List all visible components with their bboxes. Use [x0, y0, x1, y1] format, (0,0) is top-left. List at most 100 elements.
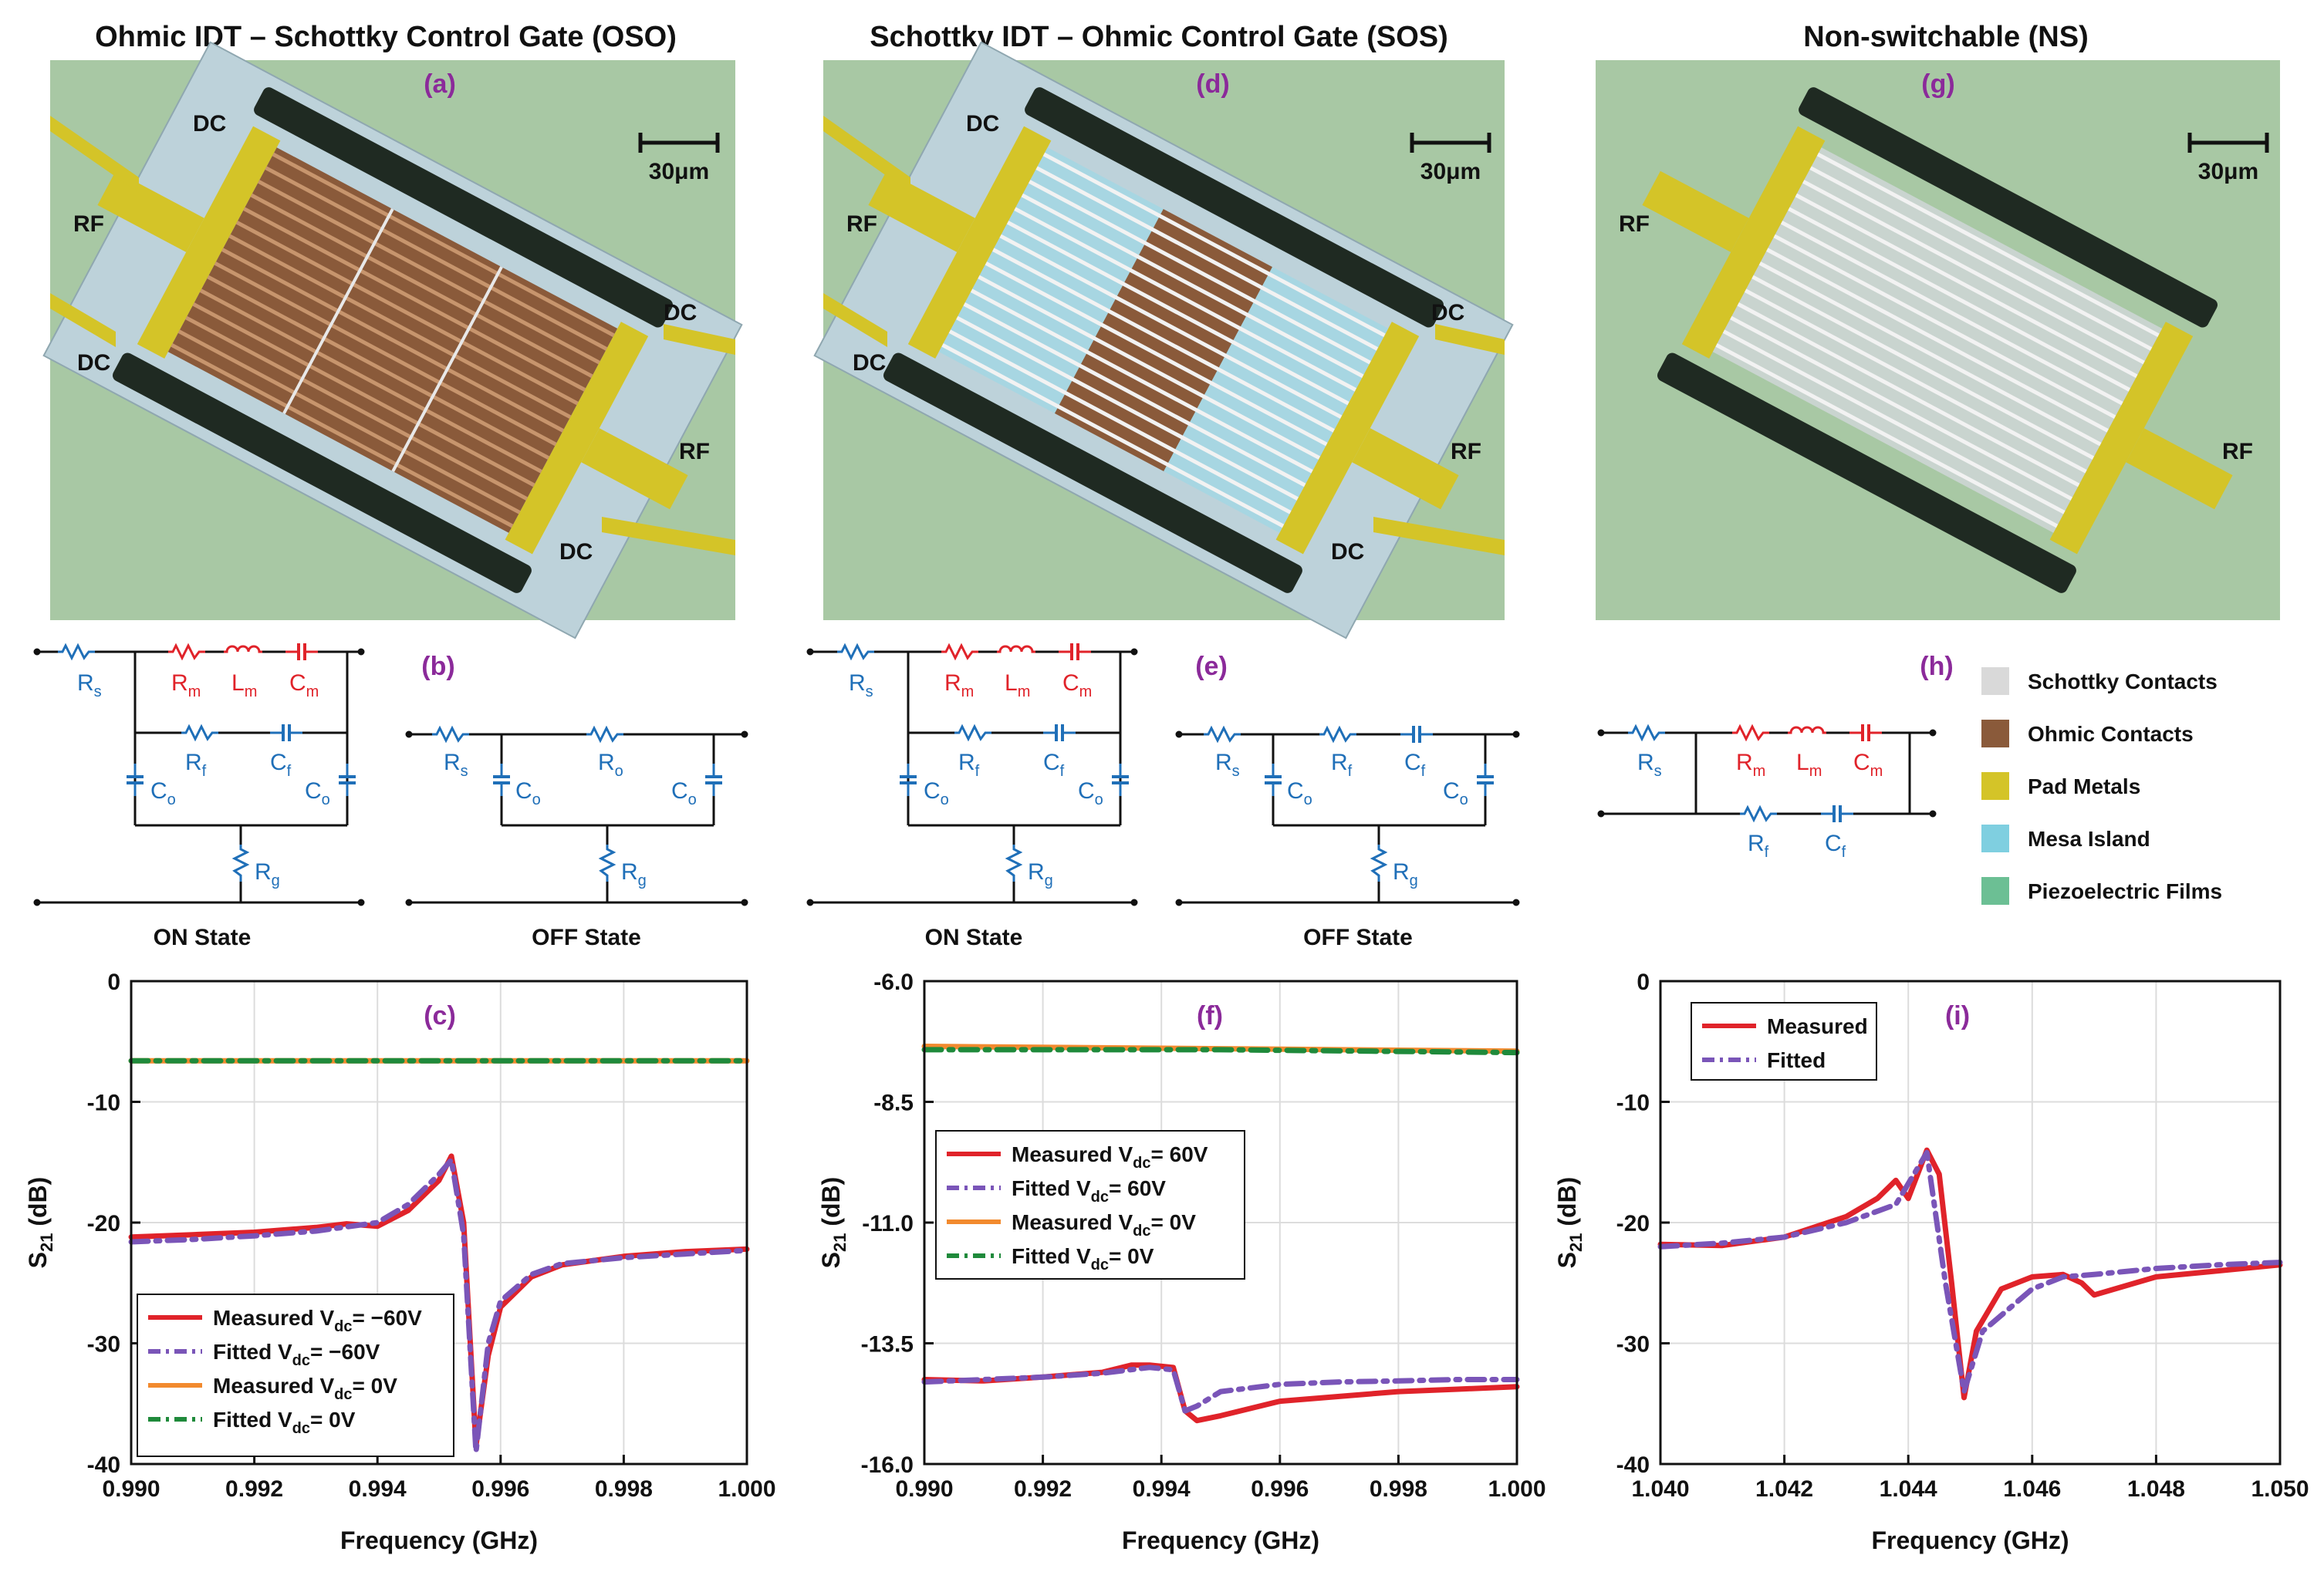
- x-tick-label: 1.050: [2251, 1476, 2309, 1502]
- x-axis-label: Frequency (GHz): [1122, 1526, 1319, 1554]
- legend-entry: Fitted Vdc= 0V: [213, 1408, 356, 1437]
- off-state-label: OFF State: [532, 925, 641, 950]
- y-tick-label: -10: [87, 1091, 120, 1116]
- device-image-oso: DC RF DC DC RF DC 30μm (a): [42, 41, 743, 639]
- label-rf-3: RF: [846, 211, 877, 237]
- label-dc-5: DC: [966, 111, 999, 137]
- svg-text:Cm: Cm: [289, 670, 319, 700]
- svg-text:Ro: Ro: [598, 750, 623, 780]
- svg-text:Lm: Lm: [1005, 670, 1030, 700]
- legend-swatch: [1981, 877, 2009, 905]
- idt-fingers: [171, 152, 615, 528]
- circuit-sos-on-labels: Rs Rm Lm Cm Rf Cf Co Co Rg ON State (e): [849, 652, 1228, 950]
- y-tick-label: -6.0: [873, 970, 914, 995]
- x-tick-label: 1.000: [718, 1476, 775, 1502]
- x-tick-label: 0.994: [349, 1476, 407, 1502]
- label-dc-6: DC: [853, 350, 886, 376]
- x-tick-label: 1.042: [1755, 1476, 1813, 1502]
- svg-text:Co: Co: [1443, 778, 1468, 808]
- svg-text:Co: Co: [924, 778, 949, 808]
- legend-label: Mesa Island: [2028, 827, 2150, 851]
- svg-text:Rg: Rg: [1028, 859, 1053, 889]
- series-line: [1657, 1149, 2283, 1395]
- x-tick-label: 0.990: [102, 1476, 160, 1502]
- y-tick-label: -30: [1616, 1332, 1650, 1358]
- legend-swatch: [1981, 772, 2009, 800]
- svg-text:Rf: Rf: [1748, 831, 1769, 861]
- circuit-oso-off-labels: Rs Ro Co Co Rg OFF State: [444, 750, 697, 950]
- panel-label-b: (b): [421, 652, 454, 681]
- y-tick-label: -11.0: [862, 1211, 914, 1236]
- series-line: [921, 1047, 1520, 1056]
- svg-text:Co: Co: [515, 778, 541, 808]
- legend-label: Ohmic Contacts: [2028, 722, 2194, 746]
- legend-entry: Fitted Vdc= 0V: [1012, 1244, 1154, 1273]
- y-tick-label: -13.5: [861, 1332, 914, 1358]
- legend-label: Pad Metals: [2028, 774, 2140, 798]
- svg-text:Rs: Rs: [77, 670, 102, 700]
- y-tick-label: -16.0: [861, 1452, 914, 1478]
- svg-text:Rf: Rf: [1331, 750, 1353, 780]
- materials-legend: Schottky Contacts Ohmic Contacts Pad Metal…: [1981, 667, 2222, 905]
- x-tick-label: 0.996: [471, 1476, 529, 1502]
- y-tick-label: -20: [1616, 1211, 1650, 1236]
- title-oso: Ohmic IDT – Schottky Control Gate (OSO): [95, 21, 677, 53]
- scale-label: 30μm: [2198, 159, 2258, 184]
- on-state-label: ON State: [154, 925, 252, 950]
- svg-text:Rf: Rf: [958, 750, 980, 780]
- y-axis-label: S21 (dB): [24, 1177, 56, 1269]
- x-tick-label: 1.000: [1488, 1476, 1545, 1502]
- svg-text:Cf: Cf: [1043, 750, 1065, 780]
- circuit-sos-on: [806, 642, 1138, 906]
- svg-text:Cm: Cm: [1062, 670, 1092, 700]
- legend-entry: Fitted Vdc= 60V: [1012, 1176, 1166, 1206]
- panel-label-e: (e): [1195, 652, 1228, 681]
- x-tick-label: 0.992: [225, 1476, 283, 1502]
- label-rf-2: RF: [679, 439, 710, 464]
- legend-entry: Measured Vdc= −60V: [213, 1306, 422, 1335]
- legend-entry: Measured Vdc= 0V: [213, 1374, 397, 1403]
- y-tick-label: -40: [87, 1452, 120, 1478]
- device-image-ns: RF RF 30μm (g): [1596, 60, 2280, 620]
- y-tick-label: -20: [87, 1211, 120, 1236]
- y-tick-label: -10: [1616, 1091, 1650, 1116]
- svg-text:Co: Co: [150, 778, 176, 808]
- circuit-oso-on: [33, 642, 365, 906]
- svg-text:Co: Co: [671, 778, 697, 808]
- y-tick-label: -30: [87, 1332, 120, 1358]
- x-tick-label: 0.990: [895, 1476, 953, 1502]
- svg-text:Rg: Rg: [1393, 859, 1418, 889]
- scale-label: 30μm: [1420, 159, 1481, 184]
- svg-text:Rs: Rs: [849, 670, 873, 700]
- legend-entry: Measured Vdc= 60V: [1012, 1142, 1208, 1172]
- svg-text:Rg: Rg: [255, 859, 280, 889]
- on-state-label: ON State: [925, 925, 1023, 950]
- legend-entry: Fitted: [1767, 1048, 1826, 1072]
- label-dc-1: DC: [193, 111, 226, 137]
- svg-text:Rg: Rg: [621, 859, 647, 889]
- legend-label: Schottky Contacts: [2028, 670, 2218, 693]
- legend-swatch: [1981, 825, 2009, 852]
- legend-entry: Measured: [1767, 1014, 1868, 1038]
- label-rf-6: RF: [2222, 439, 2253, 464]
- svg-text:Lm: Lm: [1796, 750, 1822, 780]
- y-tick-label: -40: [1616, 1452, 1650, 1478]
- scale-label: 30μm: [649, 159, 709, 184]
- svg-text:Rm: Rm: [1736, 750, 1765, 780]
- svg-text:Co: Co: [1078, 778, 1103, 808]
- label-dc-7: DC: [1431, 300, 1464, 326]
- circuit-sos-off-labels: Rs Rf Cf Co Co Rg OFF State: [1215, 750, 1468, 950]
- y-tick-label: -8.5: [873, 1091, 914, 1116]
- svg-text:Co: Co: [1287, 778, 1312, 808]
- circuit-ns: [1597, 723, 1937, 824]
- chart-f: 0.990 0.992 0.994 0.996 0.998 1.000 -6.0 -8.5 -1…: [817, 970, 1546, 1554]
- device-image-sos: DC RF DC DC RF DC 30μm (d): [813, 41, 1514, 639]
- svg-text:Rs: Rs: [444, 750, 468, 780]
- y-tick-label: 0: [107, 970, 120, 995]
- label-rf-5: RF: [1619, 211, 1650, 237]
- x-tick-label: 0.992: [1014, 1476, 1072, 1502]
- panel-label-a: (a): [424, 69, 456, 99]
- chart-i: 1.040 1.042 1.044 1.046 1.048 1.050 0 -10 -20 -30…: [1553, 970, 2309, 1554]
- x-tick-label: 0.996: [1251, 1476, 1309, 1502]
